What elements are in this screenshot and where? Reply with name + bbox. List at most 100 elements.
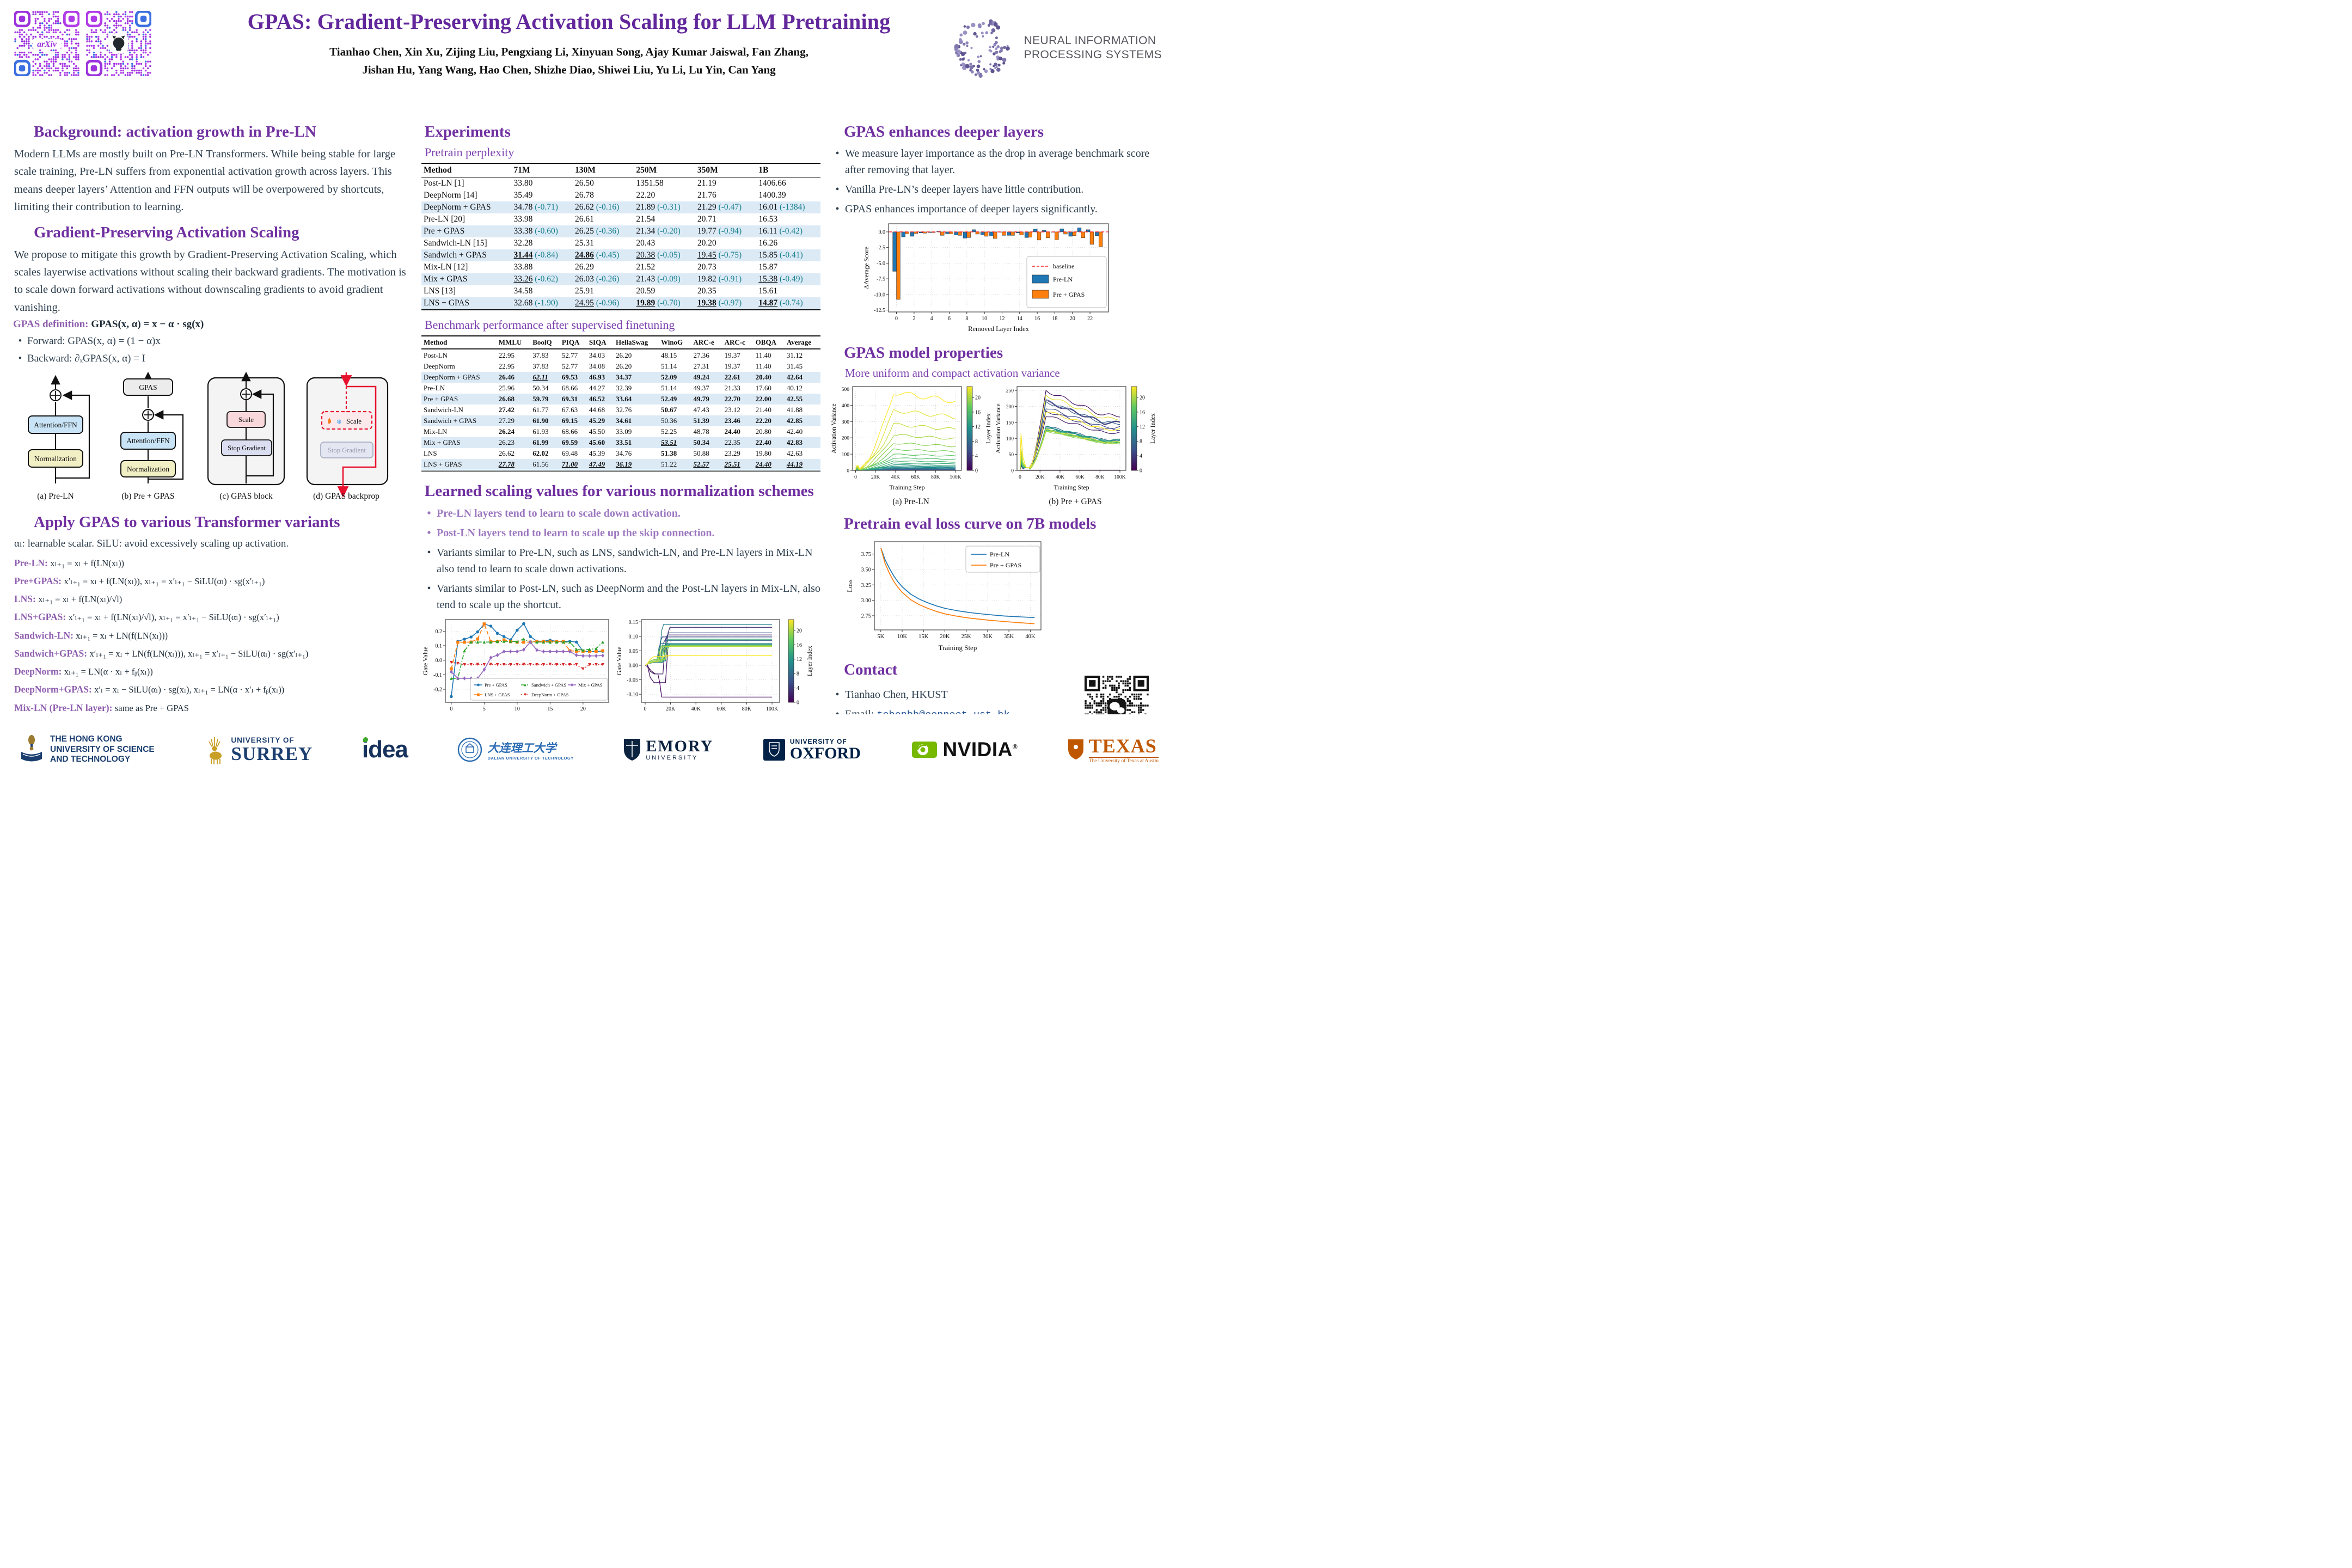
value-cell: 69.59	[561, 438, 578, 446]
method-cell: LNS [13]	[424, 286, 456, 296]
architecture-diagram: Attention/FFN Normalization (a) Pre-LN G…	[28, 371, 389, 501]
value-cell: 33.80	[513, 179, 533, 188]
value-cell: 26.03 (-0.26)	[574, 274, 620, 284]
backward-formula: ∂ₓGPAS(x, α) = I	[75, 353, 145, 365]
method-cell: LNS + GPAS	[421, 459, 497, 471]
footer-logos: THE HONG KONG UNIVERSITY OF SCIENCE AND …	[0, 715, 1176, 784]
right-column: GPAS enhances deeper layers • We measure …	[830, 115, 1163, 714]
method-cell: Sandwich-LN	[424, 406, 463, 414]
emory-logo: EMORY UNIVERSITY	[623, 738, 713, 762]
authors-line-1: Tianhao Chen, Xin Xu, Zijing Liu, Pengxi…	[329, 45, 808, 58]
value-cell: 71.00	[559, 459, 587, 471]
svg-text:400: 400	[842, 403, 850, 409]
wechat-qr-code	[1085, 676, 1149, 714]
value-cell: 36.19	[613, 459, 659, 471]
value-cell: 16.53	[758, 215, 778, 224]
value-cell: 20.35	[697, 286, 716, 296]
value-cell: 45.29	[589, 416, 605, 425]
value-cell: 51.38	[660, 449, 677, 457]
svg-text:4: 4	[797, 685, 799, 691]
svg-text:Removed Layer Index: Removed Layer Index	[968, 325, 1030, 333]
formula-row-0: Pre-LN: xₗ₊₁ = xₗ + f(LN(xₗ))	[13, 554, 416, 572]
value-cell: 68.66	[561, 384, 578, 392]
chart-removal-svg: 0 2 4 6 8 10 12 14 16 18 20 22 0.0 -2.5 -5.0 -7.5 -10.0 -…	[862, 223, 1109, 333]
svg-text:0: 0	[1011, 469, 1014, 474]
oxford-crest-icon	[763, 739, 785, 761]
table-column-header: 130M	[572, 163, 634, 177]
formula-label: LNS:	[14, 593, 39, 605]
method-cell: LNS + GPAS	[421, 297, 512, 310]
method-cell: Pre-LN	[424, 384, 445, 392]
table-row: Pre + GPAS 26.68 59.79 69.31 46.52 33.64 52.49…	[421, 394, 820, 405]
value-cell: 21.76	[697, 191, 716, 200]
value-cell: 20.71	[697, 215, 716, 224]
svg-text:2: 2	[912, 316, 915, 322]
value-cell: 22.35	[724, 438, 740, 446]
emory-shield-icon	[624, 739, 641, 761]
value-cell: 21.40	[755, 406, 771, 414]
svg-text:20: 20	[580, 706, 586, 712]
value-cell: 49.79	[693, 395, 709, 403]
loss-curve-heading: Pretrain eval loss curve on 7B models	[844, 515, 1097, 533]
poster-header: arXiv GPAS: Gradient-Preserving Activati…	[0, 0, 1176, 115]
forward-formula: GPAS(x, α) = (1 − α)x	[68, 335, 161, 347]
svg-text:250: 250	[1006, 389, 1014, 394]
svg-text:-2.5: -2.5	[877, 245, 885, 251]
svg-text:3.50: 3.50	[861, 567, 871, 573]
svg-text:Training Step: Training Step	[1054, 483, 1089, 491]
value-cell: 35.49	[513, 191, 533, 200]
value-cell: 11.40	[755, 362, 771, 370]
svg-text:3.00: 3.00	[861, 598, 871, 604]
value-cell: 16.01 (-1384)	[758, 203, 805, 212]
svg-text:12: 12	[975, 424, 981, 430]
value-cell: 19.82 (-0.91)	[697, 274, 742, 284]
table-column-header: HellaSwag	[613, 335, 659, 350]
value-cell: 1351.58	[636, 179, 664, 188]
value-cell: 37.83	[532, 362, 549, 370]
value-cell: 22.00	[755, 395, 771, 403]
svg-text:Training Step: Training Step	[889, 483, 924, 491]
formula-label: Pre-LN:	[14, 557, 51, 568]
table-column-header: MMLU	[496, 335, 531, 350]
value-cell: 34.08	[589, 362, 605, 370]
value-cell: 27.78	[496, 459, 531, 471]
value-cell: 16.26	[758, 238, 778, 248]
value-cell: 16.11 (-0.42)	[758, 226, 803, 236]
table-column-header: SIQA	[586, 335, 614, 350]
table-column-header: Method	[421, 163, 512, 177]
benchmark-heading: Benchmark performance after supervised f…	[425, 318, 675, 332]
svg-text:5: 5	[483, 706, 486, 712]
value-cell: 34.61	[615, 416, 632, 425]
value-cell: 32.39	[615, 384, 632, 392]
hkust-emblem-icon	[21, 735, 42, 762]
value-cell: 42.83	[786, 438, 803, 446]
value-cell: 51.22	[658, 459, 691, 471]
value-cell: 20.20	[697, 238, 716, 248]
value-cell: 32.28	[513, 238, 533, 248]
bullet-item-1: • Vanilla Pre-LN’s deeper layers have lit…	[835, 183, 1084, 195]
svg-text:0.1: 0.1	[436, 644, 443, 650]
neurips-text-line-2: PROCESSING SYSTEMS	[1024, 48, 1162, 61]
texas-logo: TEXAS The University of Texas at Austin	[1067, 736, 1159, 764]
svg-text:40K: 40K	[891, 475, 901, 480]
variance-gpas-caption: (b) Pre + GPAS	[1049, 497, 1102, 506]
normalization-box-label: Normalization	[34, 455, 77, 463]
contact-email-link[interactable]: tchenbb@connect.ust.hk	[877, 709, 1009, 714]
value-cell: 68.66	[561, 427, 578, 436]
svg-text:0: 0	[847, 469, 849, 474]
forward-label: Forward:	[27, 335, 65, 347]
svg-text:60K: 60K	[1075, 475, 1085, 480]
value-cell: 50.88	[693, 449, 709, 457]
value-cell: 21.34 (-0.20)	[636, 226, 681, 236]
formula-text: x′ₗ = xₗ − SiLU(αₗ) · sg(xₗ), xₗ₊₁ = LN(…	[94, 684, 285, 695]
svg-text:80K: 80K	[742, 706, 752, 712]
table-column-header: PIQA	[559, 335, 587, 350]
value-cell: 48.78	[693, 427, 709, 436]
svg-text:0: 0	[644, 706, 646, 712]
value-cell: 21.29 (-0.47)	[697, 203, 742, 212]
value-cell: 22.95	[498, 362, 515, 370]
value-cell: 21.19	[697, 179, 716, 188]
hkust-logo: THE HONG KONG UNIVERSITY OF SCIENCE AND …	[17, 733, 155, 766]
svg-text:5K: 5K	[877, 634, 884, 640]
